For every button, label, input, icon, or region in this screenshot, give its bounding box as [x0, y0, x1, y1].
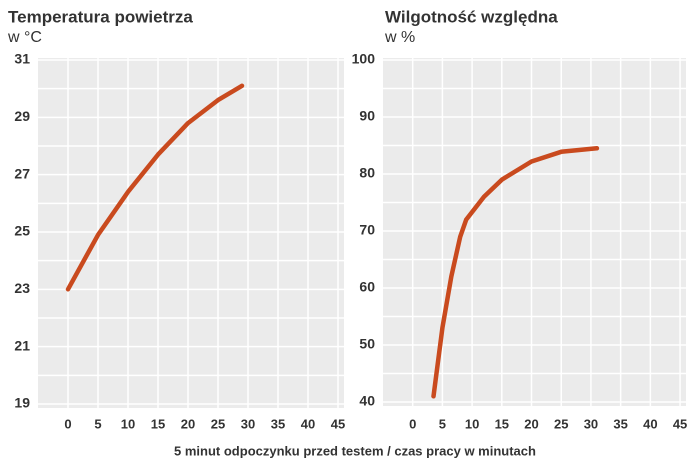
y-tick-label: 21: [14, 337, 30, 353]
x-tick-label: 10: [121, 416, 135, 431]
x-tick-label: 5: [439, 416, 446, 431]
x-tick-label: 5: [94, 416, 101, 431]
y-tick-label: 25: [14, 223, 30, 239]
x-tick-label: 0: [409, 416, 416, 431]
y-tick-label: 90: [359, 108, 375, 124]
x-tick-label: 35: [613, 416, 627, 431]
x-tick-label: 45: [331, 416, 345, 431]
y-tick-label: 100: [352, 51, 376, 67]
chart-title: Temperatura powietrza: [8, 7, 193, 26]
plot-area: [383, 58, 686, 406]
x-tick-label: 25: [211, 416, 225, 431]
x-tick-label: 20: [524, 416, 538, 431]
x-tick-label: 15: [495, 416, 509, 431]
x-tick-label: 45: [673, 416, 687, 431]
x-tick-label: 40: [301, 416, 315, 431]
x-tick-label: 30: [584, 416, 598, 431]
y-tick-label: 31: [14, 51, 30, 67]
chart-subtitle: w °C: [7, 29, 42, 46]
y-tick-label: 23: [14, 280, 30, 296]
y-tick-label: 50: [359, 336, 375, 352]
y-tick-label: 60: [359, 279, 375, 295]
x-tick-label: 10: [465, 416, 479, 431]
x-tick-label: 25: [554, 416, 568, 431]
chart-title: Wilgotność względna: [385, 7, 558, 26]
x-tick-label: 30: [241, 416, 255, 431]
x-axis-caption: 5 minut odpoczynku przed testem / czas p…: [174, 443, 536, 458]
y-tick-label: 29: [14, 108, 30, 124]
data-line: [431, 146, 600, 399]
y-tick-label: 70: [359, 222, 375, 238]
y-tick-label: 80: [359, 165, 375, 181]
y-tick-label: 27: [14, 165, 30, 181]
data-line: [65, 83, 245, 292]
x-tick-label: 15: [151, 416, 165, 431]
y-tick-label: 40: [359, 393, 375, 409]
plot-area: [38, 58, 344, 408]
y-tick-label: 19: [14, 395, 30, 411]
x-tick-label: 35: [271, 416, 285, 431]
x-tick-label: 20: [181, 416, 195, 431]
x-tick-label: 40: [643, 416, 657, 431]
x-tick-label: 0: [64, 416, 71, 431]
chart-subtitle: w %: [384, 29, 415, 46]
